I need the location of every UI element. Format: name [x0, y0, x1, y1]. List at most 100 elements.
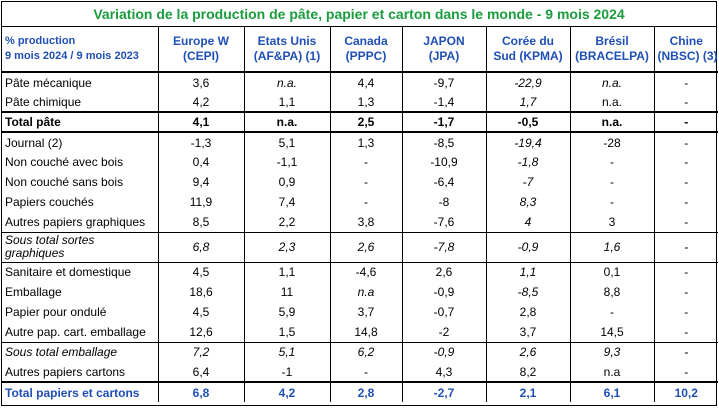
row-value-cell: -: [329, 362, 402, 382]
header-col-canada-line1: Canada: [344, 34, 388, 48]
row-value-cell: 8,3: [485, 192, 570, 212]
header-label-cell: % production 9 mois 2024 / 9 mois 2023: [2, 27, 158, 73]
row-label: Autre pap. cart. emballage: [5, 324, 146, 339]
row-value-cell: -: [653, 322, 718, 342]
row-label: Sous total emballage: [2, 341, 158, 362]
header-col-canada-line2: (PPPC): [345, 49, 387, 63]
row-value-cell: -19,4: [485, 131, 570, 152]
row-value-cell: 8,5: [157, 212, 244, 232]
row-value-cell: 1,6: [569, 231, 654, 262]
row-value-cell: -8,5: [401, 131, 486, 152]
row-value-cell: 6,2: [329, 341, 402, 362]
table-row: Autre pap. cart. emballage 12,6 1,5 14,8 -2 3…: [2, 322, 718, 342]
header-col-usa-line2: (AF&PA) (1): [253, 49, 321, 63]
row-value-cell: 1,7: [485, 92, 570, 112]
row-value-cell: 14,5: [569, 322, 654, 342]
row-value-cell: 1,1: [485, 261, 570, 282]
row-value-cell: -2: [401, 322, 486, 342]
row-value-cell: 4,5: [157, 302, 244, 322]
header-col-chine-line2: (NBSC) (3): [657, 49, 718, 63]
table-row: Journal (2) -1,3 5,1 1,3 -8,5 -19,4 -28-: [2, 131, 718, 152]
table-title: Variation de la production de pâte, papi…: [2, 2, 716, 27]
row-value-cell: 11: [243, 282, 330, 302]
row-value-cell: 2,6: [329, 231, 402, 262]
row-value-cell: 6,8: [157, 231, 244, 262]
header-row: % production 9 mois 2024 / 9 mois 2023 E…: [2, 27, 718, 73]
header-col-chine-line1: Chine: [669, 34, 703, 48]
production-table: % production 9 mois 2024 / 9 mois 2023 E…: [2, 27, 718, 402]
row-value-cell: 0,9: [243, 172, 330, 192]
row-value-cell: 2,8: [329, 381, 402, 402]
row-value-cell: -1: [243, 362, 330, 382]
row-value-cell: n.a.: [243, 111, 330, 132]
row-value-cell: 3,8: [329, 212, 402, 232]
row-value-cell: 7,4: [243, 192, 330, 212]
row-label: Papiers couchés: [5, 195, 94, 209]
row-value-cell: -10,9: [401, 152, 486, 172]
row-value-cell: 12,6: [157, 322, 244, 342]
header-label-line1: % production: [5, 35, 76, 47]
row-value-cell: 5,1: [243, 341, 330, 362]
row-value-cell: -: [653, 302, 718, 322]
row-value-cell: -: [653, 152, 718, 172]
row-value-cell: 5,9: [243, 302, 330, 322]
row-value-cell: -6,4: [401, 172, 486, 192]
row-label: Total pâte: [2, 111, 158, 132]
row-value-cell: 5,1: [243, 131, 330, 152]
row-value-cell: 1,1: [243, 261, 330, 282]
row-value-cell: -8: [401, 192, 486, 212]
row-value-cell: -0,7: [401, 302, 486, 322]
row-value-cell: 4,3: [401, 362, 486, 382]
row-value-cell: -: [653, 231, 718, 262]
row-value-cell: 3,7: [329, 302, 402, 322]
header-col-japon-line1: JAPON: [423, 34, 465, 48]
table-row: Pâte chimique 4,2 1,1 1,3 -1,4 1,7 n.a. -: [2, 92, 718, 112]
table-row: Pâte mécanique 3,6 n.a. 4,4 -9,7 -22,9 n.a. -: [2, 72, 718, 92]
table-row: Papiers couchés 11,9 7,4- -8 8,3- -: [2, 192, 718, 212]
table-row: Total papiers et cartons 6,8 4,2 2,8 -2,7 2,1…: [2, 381, 718, 402]
table-row: Autres papiers cartons 6,4 -1-4,3 8,2 n.a -: [2, 362, 718, 382]
row-value-cell: -: [653, 172, 718, 192]
header-col-bresil-line1: Brésil: [595, 34, 629, 48]
row-value-cell: 4,1: [157, 111, 244, 132]
row-value-cell: 0,4: [157, 152, 244, 172]
row-value-cell: -28: [569, 131, 654, 152]
row-value-cell: 4,2: [243, 381, 330, 402]
row-value-cell: n.a: [329, 282, 402, 302]
row-value-cell: -: [653, 212, 718, 232]
row-value-cell: 2,6: [401, 261, 486, 282]
row-label: Total papiers et cartons: [2, 381, 158, 402]
row-value-cell: n.a: [569, 362, 654, 382]
header-col-bresil: Brésil (BRACELPA): [569, 27, 654, 73]
header-col-europe-line1: Europe W: [173, 34, 229, 48]
row-value-cell: 6,1: [569, 381, 654, 402]
row-value-cell: -: [653, 341, 718, 362]
row-value-cell: n.a.: [243, 72, 330, 92]
row-value-cell: 1,1: [243, 92, 330, 112]
row-value-cell: -2,7: [401, 381, 486, 402]
row-value-cell: -7,6: [401, 212, 486, 232]
row-value-cell: -: [653, 92, 718, 112]
row-label: Sanitaire et domestique: [2, 261, 158, 282]
row-value-cell: 9,3: [569, 341, 654, 362]
row-value-cell: 11,9: [157, 192, 244, 212]
row-value-cell: 3,7: [485, 322, 570, 342]
row-value-cell: 4,2: [157, 92, 244, 112]
row-value-cell: -: [569, 152, 654, 172]
row-value-cell: -: [653, 362, 718, 382]
row-value-cell: -: [653, 111, 718, 132]
row-label: Sous total sortes graphiques: [2, 231, 158, 262]
row-value-cell: 6,8: [157, 381, 244, 402]
row-value-cell: 2,2: [243, 212, 330, 232]
table-row: Emballage 18,6 11 n.a -0,9 -8,5 8,8-: [2, 282, 718, 302]
row-value-cell: -1,1: [243, 152, 330, 172]
row-value-cell: -: [653, 282, 718, 302]
table-row: Papier pour ondulé 4,5 5,9 3,7 -0,7 2,8- -: [2, 302, 718, 322]
table-row: Sous total sortes graphiques 6,8 2,3 2,6 -7,…: [2, 231, 718, 262]
row-value-cell: 2,3: [243, 231, 330, 262]
row-value-cell: 10,2: [653, 381, 718, 402]
header-col-coree-line1: Corée du: [501, 34, 554, 48]
header-col-usa: Etats Unis (AF&PA) (1): [243, 27, 330, 73]
header-col-europe: Europe W (CEPI): [157, 27, 244, 73]
header-col-europe-line2: (CEPI): [183, 49, 219, 63]
